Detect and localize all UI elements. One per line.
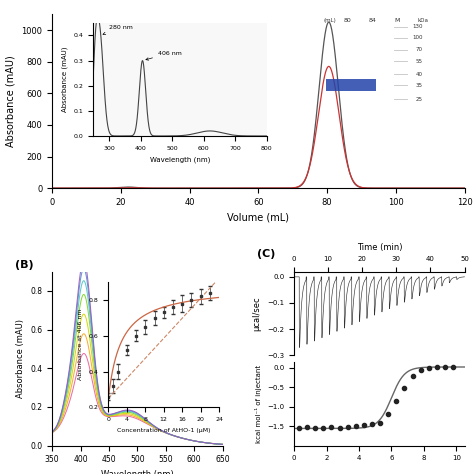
Point — [376, 419, 384, 427]
Point — [352, 422, 360, 430]
Point — [401, 384, 408, 392]
Y-axis label: Absorbance (mAU): Absorbance (mAU) — [6, 55, 16, 147]
Point — [319, 424, 327, 432]
Point — [360, 421, 368, 429]
Y-axis label: Absorbance (mAU): Absorbance (mAU) — [16, 319, 25, 398]
Point — [425, 364, 433, 372]
Point — [384, 410, 392, 418]
Point — [409, 373, 416, 380]
Y-axis label: μcal/sec: μcal/sec — [253, 296, 262, 331]
Point — [344, 423, 351, 431]
X-axis label: Volume (mL): Volume (mL) — [228, 212, 289, 222]
Point — [303, 423, 311, 431]
Y-axis label: kcal mol⁻¹ of injectant: kcal mol⁻¹ of injectant — [255, 365, 262, 443]
Text: (B): (B) — [15, 260, 33, 270]
X-axis label: Wavelength (nm): Wavelength (nm) — [101, 470, 173, 474]
Point — [449, 364, 457, 371]
Point — [433, 363, 441, 371]
Point — [311, 425, 319, 432]
Point — [441, 364, 449, 371]
Point — [417, 366, 425, 374]
Text: (C): (C) — [256, 248, 275, 259]
Point — [392, 397, 400, 405]
Point — [336, 424, 343, 431]
X-axis label: Time (min): Time (min) — [356, 243, 402, 252]
Point — [328, 423, 335, 431]
Point — [295, 424, 303, 432]
Point — [368, 420, 376, 428]
